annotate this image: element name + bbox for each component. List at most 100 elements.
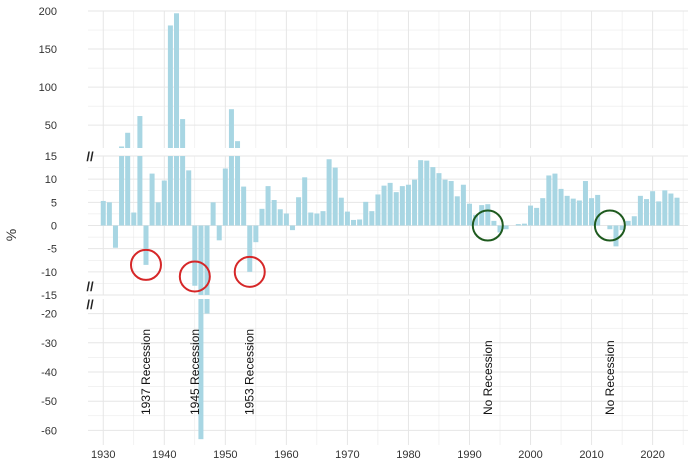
x-tick-label: 1970	[335, 449, 359, 461]
bar-1982	[418, 160, 424, 226]
bar-1970	[344, 211, 350, 226]
bar-1943	[180, 119, 186, 148]
bar-1995	[497, 225, 503, 233]
y-tick-label: -60	[41, 425, 57, 437]
bar-2003	[546, 175, 552, 226]
bar-1985	[436, 173, 442, 226]
annotation-label: 1953 Recession	[243, 329, 257, 415]
annotation-circle	[233, 255, 266, 288]
annotation-labels: 1937 Recession 1945 Recession 1953 Recessi…	[139, 329, 617, 415]
bar-2014	[613, 225, 619, 247]
bar-1998	[515, 224, 521, 226]
bar-1932	[112, 225, 118, 248]
bar-1993	[485, 204, 491, 226]
x-tick-label: 2020	[640, 449, 664, 461]
bar-1941	[167, 156, 173, 226]
x-tick-label: 1980	[396, 449, 420, 461]
bar-1955	[253, 225, 259, 243]
bar-1950	[222, 168, 228, 226]
y-tick-label: -40	[41, 367, 57, 379]
bar-2002	[540, 198, 546, 226]
y-tick-label: -50	[41, 396, 57, 408]
bar-1937	[143, 225, 149, 265]
bar-1959	[277, 209, 283, 226]
bar-1972	[357, 219, 363, 226]
bar-2020	[650, 191, 656, 226]
bar-2021	[656, 201, 662, 226]
bar-1939	[155, 202, 161, 226]
y-tick-label: -20	[41, 309, 57, 321]
bar-2000	[528, 205, 534, 226]
bar-1956	[259, 208, 265, 226]
bar-1935	[131, 212, 137, 226]
bar-1948	[210, 202, 216, 226]
x-tick-label: 1940	[152, 449, 176, 461]
annotation-circles	[129, 209, 626, 293]
bar-2013	[607, 225, 613, 230]
bar-1991	[473, 214, 479, 226]
bar-1966	[320, 211, 326, 226]
y-tick-label: 100	[39, 82, 57, 94]
bar-1946	[198, 225, 204, 295]
y-tick-label: 10	[45, 174, 57, 186]
bar-1953	[241, 186, 247, 226]
bar-1947	[204, 299, 210, 314]
bar-2010	[589, 198, 595, 226]
bar-1988	[454, 196, 460, 226]
x-tick-label: 1960	[274, 449, 298, 461]
bar-1952	[235, 156, 241, 226]
bar-1975	[375, 194, 381, 226]
bar-1943	[180, 156, 186, 226]
annotation-circle	[593, 209, 626, 242]
y-tick-label: -5	[47, 244, 57, 256]
x-tick-label: 2000	[518, 449, 542, 461]
bar-1934	[125, 132, 131, 148]
y-tick-label: 150	[39, 44, 57, 56]
bar-1933	[119, 156, 125, 226]
bar-1980	[405, 184, 411, 226]
bar-1951	[228, 156, 234, 226]
bar-1968	[332, 167, 338, 226]
bar-2016	[625, 220, 631, 226]
bar-2018	[637, 195, 643, 226]
bar-2006	[564, 195, 570, 226]
bar-2011	[595, 194, 601, 226]
annotation-label: 1937 Recession	[139, 329, 153, 415]
bar-1990	[466, 203, 472, 226]
bar-1984	[430, 167, 436, 226]
y-tick-label: 50	[45, 120, 57, 132]
bar-1940	[161, 180, 167, 226]
bar-1989	[460, 184, 466, 226]
annotation-circle	[471, 209, 504, 242]
x-tick-label: 2010	[579, 449, 603, 461]
bar-1974	[369, 211, 375, 226]
bar-2015	[619, 225, 625, 231]
tick-labels: 50100150200-15-10-5051015-20-30-40-50-60…	[39, 6, 665, 461]
bar-1949	[216, 225, 222, 241]
y-tick-label: -10	[41, 267, 57, 279]
y-axis-label: %	[3, 229, 19, 241]
bar-1963	[302, 177, 308, 226]
bar-1958	[271, 200, 277, 226]
bar-1964	[308, 212, 314, 226]
annotation-label: 1945 Recession	[188, 329, 202, 415]
bar-1969	[338, 197, 344, 226]
bar-1957	[265, 186, 271, 226]
bar-1936	[137, 116, 143, 148]
bar-1945	[192, 225, 198, 286]
axis-break-mark: //	[86, 279, 94, 294]
bar-1944	[186, 170, 192, 226]
bar-1973	[363, 201, 369, 226]
bar-1954	[247, 225, 253, 272]
bar-1947	[204, 225, 210, 295]
bar-1933	[119, 146, 125, 148]
bar-1986	[442, 179, 448, 226]
y-tick-label: 15	[45, 151, 57, 163]
bar-1942	[174, 156, 180, 226]
y-tick-label: 0	[51, 221, 57, 233]
bar-1951	[228, 109, 234, 148]
bar-2024	[674, 197, 680, 226]
bar-2023	[668, 193, 674, 226]
bar-1978	[393, 192, 399, 226]
